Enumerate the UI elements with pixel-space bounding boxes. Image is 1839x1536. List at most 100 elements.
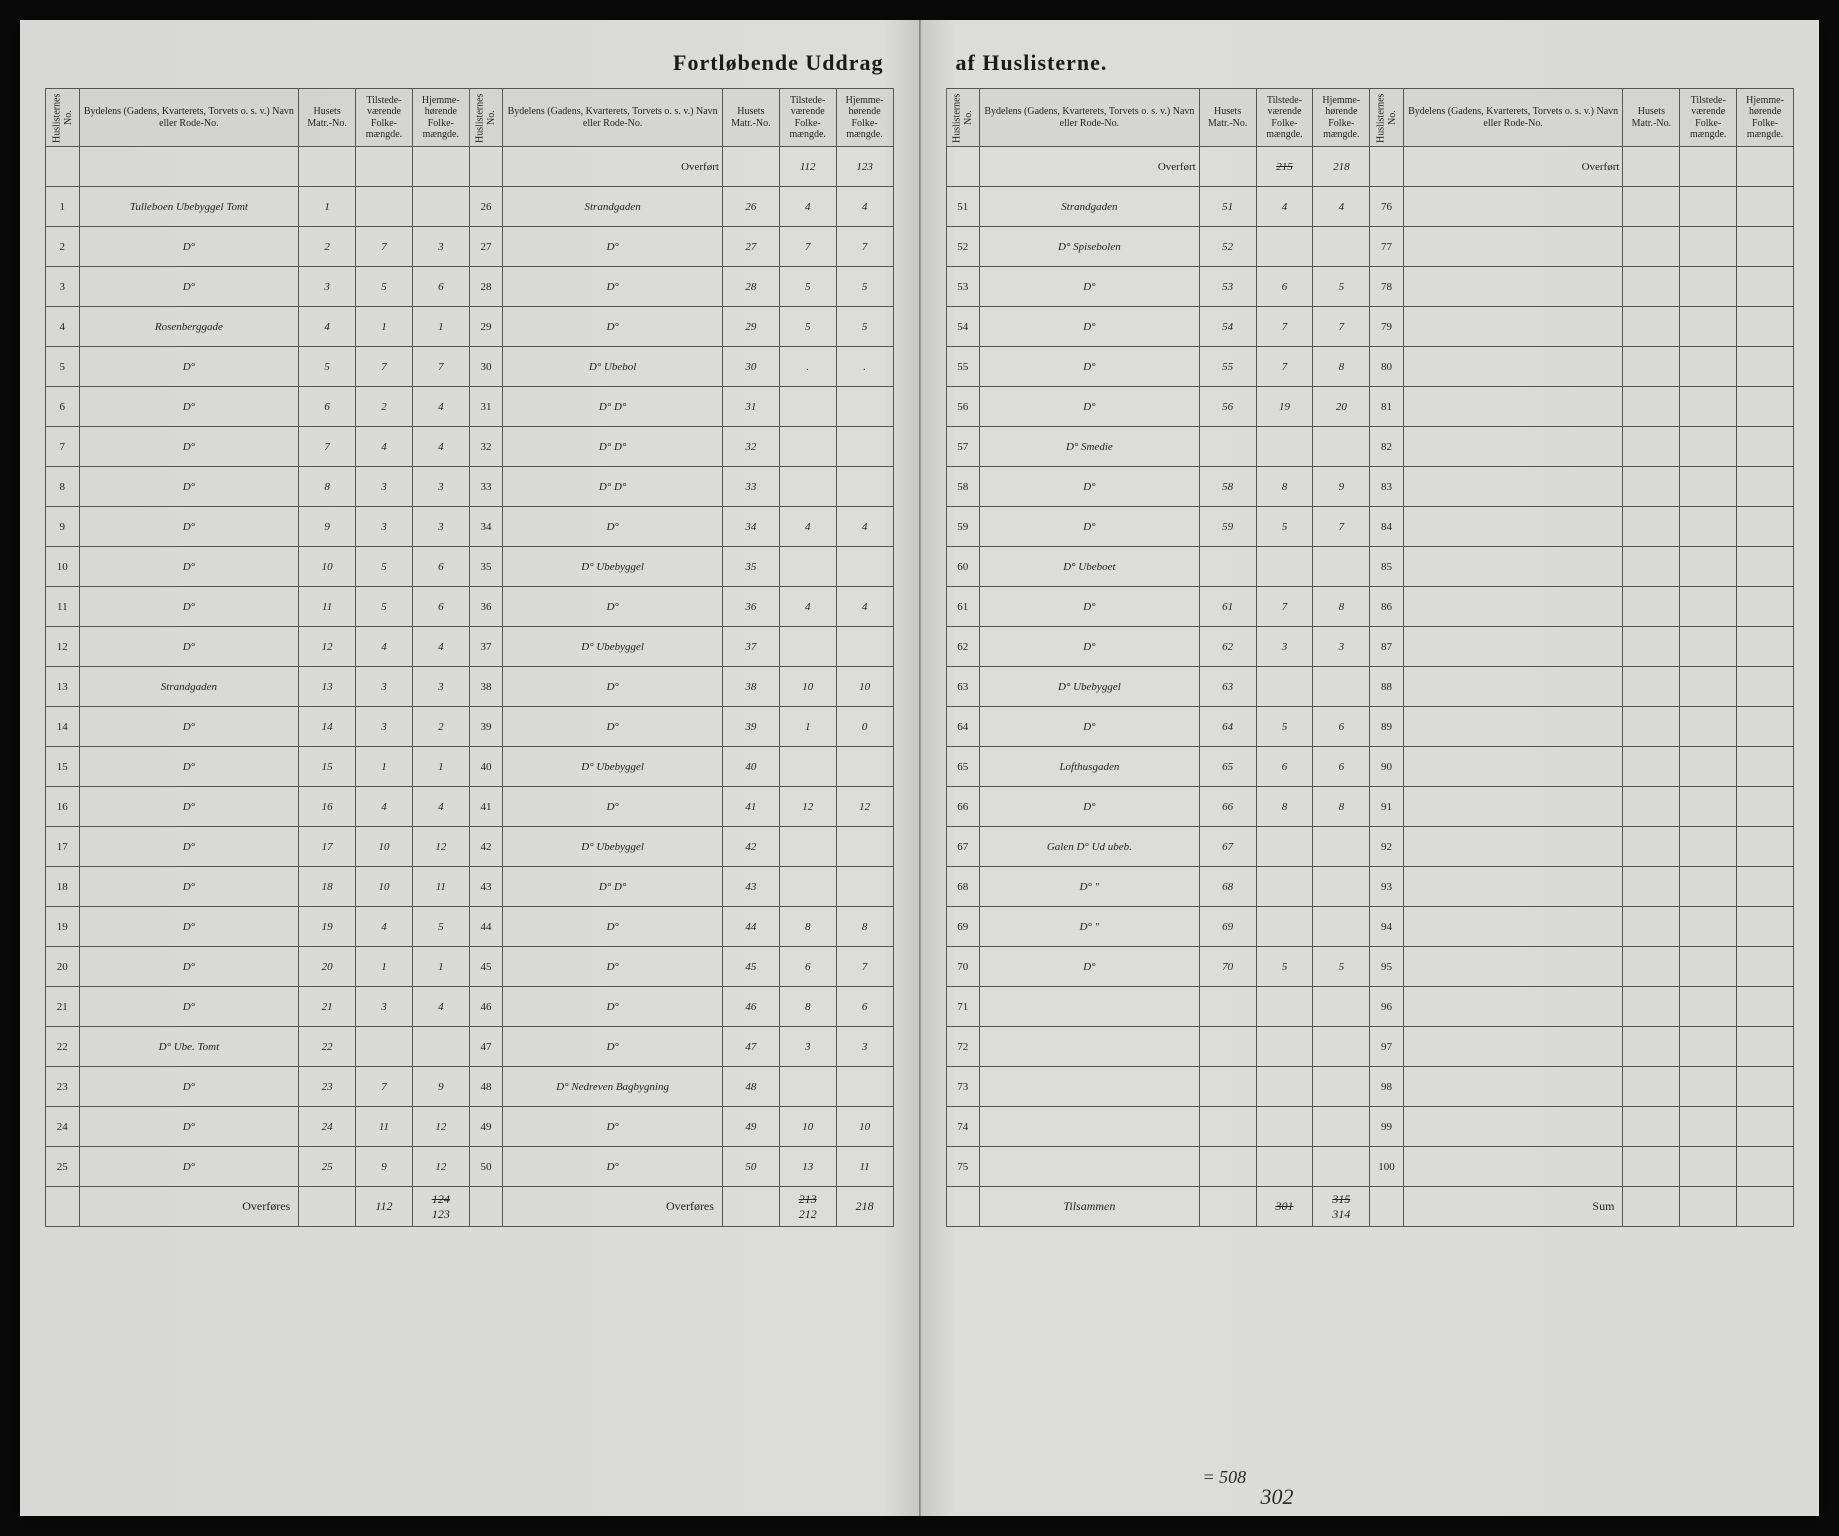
row-h: 4 [836, 507, 893, 547]
row-name: D° [980, 587, 1200, 627]
row-matr: 39 [722, 707, 779, 747]
row-no: 23 [46, 1067, 80, 1107]
table-row: 21D°213446D°4686 [46, 987, 894, 1027]
row-name [980, 1107, 1200, 1147]
row-h [412, 1027, 469, 1067]
row-h [1737, 1027, 1794, 1067]
row-h: 4 [836, 587, 893, 627]
cell [946, 147, 980, 187]
row-name [1403, 627, 1623, 667]
row-name [1403, 747, 1623, 787]
row-t [1256, 427, 1313, 467]
row-t: 3 [356, 987, 413, 1027]
row-matr: 34 [722, 507, 779, 547]
row-no: 8 [46, 467, 80, 507]
overfort-label: Overført [980, 147, 1200, 187]
row-name: D° [79, 787, 299, 827]
page-title-right: af Huslisterne. [946, 50, 1795, 76]
cell [46, 147, 80, 187]
row-no: 26 [469, 187, 503, 227]
row-no: 74 [946, 1107, 980, 1147]
row-name: D° [980, 947, 1200, 987]
row-h: 11 [836, 1147, 893, 1187]
row-no: 20 [46, 947, 80, 987]
row-h [1737, 547, 1794, 587]
row-name: D° [79, 227, 299, 267]
cell [722, 147, 779, 187]
row-t [1680, 187, 1737, 227]
row-t: 10 [356, 867, 413, 907]
cell [1737, 1187, 1794, 1227]
row-h [1313, 827, 1370, 867]
table-row: 51Strandgaden514476 [946, 187, 1794, 227]
row-t: 4 [779, 507, 836, 547]
row-no: 96 [1370, 987, 1404, 1027]
row-name: D° D° [503, 867, 723, 907]
row-name [1403, 867, 1623, 907]
row-matr: 41 [722, 787, 779, 827]
row-t [1256, 867, 1313, 907]
row-no: 32 [469, 427, 503, 467]
table-row: 7398 [946, 1067, 1794, 1107]
row-h [1737, 747, 1794, 787]
table-row: 75100 [946, 1147, 1794, 1187]
row-name [1403, 187, 1623, 227]
table-row: 58D°588983 [946, 467, 1794, 507]
row-name [1403, 267, 1623, 307]
row-h [1737, 827, 1794, 867]
row-matr [1623, 307, 1680, 347]
row-h [1737, 267, 1794, 307]
row-no: 50 [469, 1147, 503, 1187]
row-no: 77 [1370, 227, 1404, 267]
row-no: 86 [1370, 587, 1404, 627]
row-name: D° [79, 467, 299, 507]
row-t: 12 [779, 787, 836, 827]
row-matr [1623, 667, 1680, 707]
overfort-t: 112 [779, 147, 836, 187]
row-matr: 47 [722, 1027, 779, 1067]
row-matr: 25 [299, 1147, 356, 1187]
row-no: 94 [1370, 907, 1404, 947]
row-no: 10 [46, 547, 80, 587]
overfort-h: 218 [1313, 147, 1370, 187]
row-t [1680, 267, 1737, 307]
row-no: 33 [469, 467, 503, 507]
row-matr: 33 [722, 467, 779, 507]
row-name [1403, 347, 1623, 387]
row-matr: 42 [722, 827, 779, 867]
row-name: D° [79, 907, 299, 947]
row-name: D° [503, 907, 723, 947]
row-h [1737, 947, 1794, 987]
table-row: 68D° "6893 [946, 867, 1794, 907]
row-matr [1623, 627, 1680, 667]
row-t [1256, 907, 1313, 947]
row-matr: 9 [299, 507, 356, 547]
table-row: 22D° Ube. Tomt2247D°4733 [46, 1027, 894, 1067]
row-name: D° [503, 947, 723, 987]
row-name: D° Ubeboet [980, 547, 1200, 587]
col-matr: Husets Matr.-No. [1199, 89, 1256, 147]
row-name [1403, 787, 1623, 827]
row-matr: 43 [722, 867, 779, 907]
row-matr [1623, 267, 1680, 307]
row-name [1403, 947, 1623, 987]
row-h: 4 [412, 387, 469, 427]
row-h: 7 [836, 227, 893, 267]
row-name: D° [980, 347, 1200, 387]
row-h [1737, 1147, 1794, 1187]
row-matr: 19 [299, 907, 356, 947]
table-row: 7D°74432D° D°32 [46, 427, 894, 467]
row-t [779, 827, 836, 867]
row-matr [1199, 427, 1256, 467]
row-name: Galen D° Ud ubeb. [980, 827, 1200, 867]
row-h [836, 747, 893, 787]
row-no: 90 [1370, 747, 1404, 787]
row-h [1313, 1027, 1370, 1067]
row-matr: 54 [1199, 307, 1256, 347]
row-name: D° [79, 267, 299, 307]
row-t: 5 [356, 547, 413, 587]
row-h: 8 [1313, 587, 1370, 627]
row-name: D° [79, 1067, 299, 1107]
sum-h2: 218 [836, 1187, 893, 1227]
row-name: D° [79, 1107, 299, 1147]
